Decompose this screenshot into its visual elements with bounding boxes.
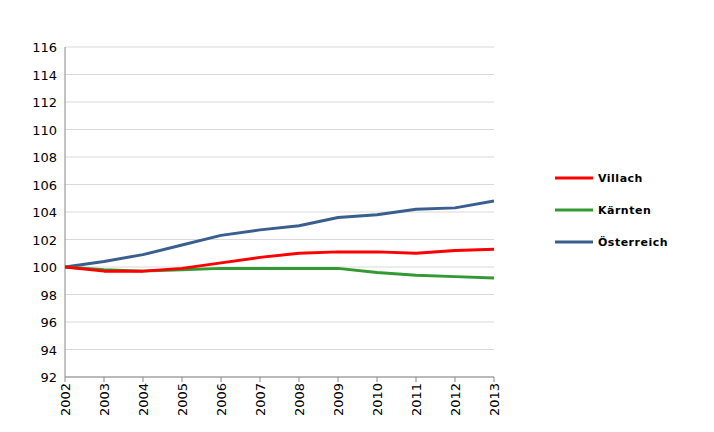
chart: 92 94 96 98 100 102 104 106 108 110 112 114 116 2002 2… [0, 0, 714, 432]
grid-line [65, 129, 494, 130]
y-axis [65, 47, 66, 377]
grid-line [65, 47, 494, 48]
series-line [65, 249, 494, 271]
x-tick-label: 2002 [58, 383, 73, 416]
y-tick-label: 94 [40, 343, 57, 358]
x-tick [455, 377, 456, 382]
y-tick-label: 114 [32, 68, 57, 83]
legend-swatch [555, 177, 593, 180]
grid-line [65, 349, 494, 350]
x-tick-label: 2013 [487, 383, 502, 416]
x-tick [221, 377, 222, 382]
y-tick-label: 100 [32, 260, 57, 275]
grid-line [65, 74, 494, 75]
x-axis [65, 377, 494, 378]
legend-label: Villach [598, 172, 643, 185]
x-tick [182, 377, 183, 382]
x-tick [377, 377, 378, 382]
x-tick-label: 2007 [253, 383, 268, 416]
legend-label: Österreich [598, 235, 668, 249]
plot-area [65, 201, 494, 278]
grid-line [65, 184, 494, 185]
series-line [65, 201, 494, 267]
grid-line [65, 322, 494, 323]
grid-line [65, 157, 494, 158]
y-tick-label: 96 [40, 315, 57, 330]
y-tick-label: 116 [32, 40, 57, 55]
grid-line [65, 239, 494, 240]
x-tick [494, 377, 495, 382]
x-tick-label: 2012 [448, 383, 463, 416]
legend-label: Kärnten [598, 204, 651, 217]
grid-line [65, 377, 494, 378]
y-tick-label: 98 [40, 288, 57, 303]
y-tick-label: 112 [32, 95, 57, 110]
y-tick-label: 110 [32, 123, 57, 138]
x-tick [416, 377, 417, 382]
x-tick-label: 2005 [175, 383, 190, 416]
x-tick [338, 377, 339, 382]
x-tick-label: 2004 [136, 383, 151, 416]
x-tick [143, 377, 144, 382]
x-tick [299, 377, 300, 382]
x-tick-label: 2009 [331, 383, 346, 416]
x-tick-label: 2008 [292, 383, 307, 416]
x-tick-label: 2006 [214, 383, 229, 416]
y-tick-label: 104 [32, 205, 57, 220]
legend-swatch [555, 241, 593, 244]
x-tick-label: 2011 [409, 383, 424, 416]
x-tick [260, 377, 261, 382]
y-tick-label: 108 [32, 150, 57, 165]
y-tick-label: 106 [32, 178, 57, 193]
x-tick [104, 377, 105, 382]
grid-line [65, 212, 494, 213]
legend-swatch [555, 209, 593, 212]
y-tick-label: 92 [40, 370, 57, 385]
grid-line [65, 294, 494, 295]
x-tick-label: 2010 [370, 383, 385, 416]
y-tick-label: 102 [32, 233, 57, 248]
x-tick-label: 2003 [97, 383, 112, 416]
grid-line [65, 102, 494, 103]
x-tick [65, 377, 66, 382]
